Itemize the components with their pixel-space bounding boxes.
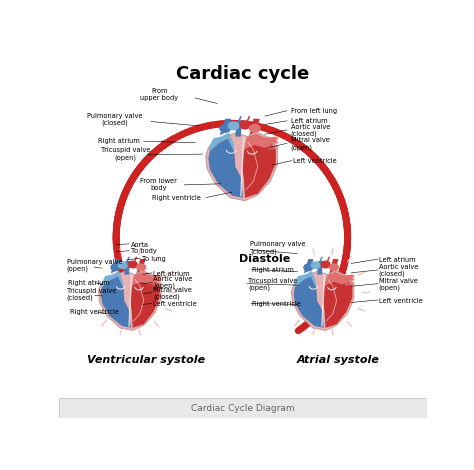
Ellipse shape xyxy=(320,260,331,268)
Polygon shape xyxy=(317,261,323,274)
Ellipse shape xyxy=(128,260,138,268)
Text: Tricuspid valve
(closed): Tricuspid valve (closed) xyxy=(66,288,116,301)
FancyBboxPatch shape xyxy=(59,399,427,418)
Text: Left ventricle: Left ventricle xyxy=(153,301,197,307)
Polygon shape xyxy=(101,276,131,328)
Text: Left atrium: Left atrium xyxy=(379,257,416,263)
Polygon shape xyxy=(208,133,235,152)
Text: Mitral valve
(open): Mitral valve (open) xyxy=(379,278,418,291)
Polygon shape xyxy=(293,276,324,328)
Text: From
upper body: From upper body xyxy=(140,88,178,101)
Polygon shape xyxy=(264,137,277,144)
Text: Cardiac cycle: Cardiac cycle xyxy=(176,65,310,84)
Polygon shape xyxy=(149,274,160,281)
Text: Mitral valve
(closed): Mitral valve (closed) xyxy=(153,287,192,300)
Ellipse shape xyxy=(110,263,120,271)
Text: Aorta: Aorta xyxy=(131,242,149,248)
Polygon shape xyxy=(124,261,130,274)
Text: Left ventricle: Left ventricle xyxy=(292,158,336,164)
Text: Ventricular systole: Ventricular systole xyxy=(87,355,205,365)
Ellipse shape xyxy=(310,261,321,269)
Text: From lower
body: From lower body xyxy=(140,179,177,191)
Ellipse shape xyxy=(118,261,128,269)
Text: To lung: To lung xyxy=(142,256,165,262)
Ellipse shape xyxy=(219,124,231,133)
Text: Pulmonary valve
(closed): Pulmonary valve (closed) xyxy=(87,113,142,126)
Text: Right ventricle: Right ventricle xyxy=(70,308,119,314)
Polygon shape xyxy=(208,138,243,198)
Text: Pulmonary valve
(closed): Pulmonary valve (closed) xyxy=(250,242,306,255)
Text: Right ventricle: Right ventricle xyxy=(152,195,201,201)
Polygon shape xyxy=(137,259,146,274)
Text: Left atrium: Left atrium xyxy=(291,118,328,124)
Polygon shape xyxy=(323,273,352,328)
Text: Mitral valve
(open): Mitral valve (open) xyxy=(291,137,329,151)
Polygon shape xyxy=(242,134,276,198)
Text: To body: To body xyxy=(131,248,156,254)
Text: Aortic valve
(open): Aortic valve (open) xyxy=(153,276,192,290)
Text: Left ventricle: Left ventricle xyxy=(379,298,423,304)
Polygon shape xyxy=(325,273,347,287)
Text: Right atrium: Right atrium xyxy=(252,267,294,273)
Polygon shape xyxy=(303,259,313,274)
Text: Diastole: Diastole xyxy=(239,254,291,264)
Polygon shape xyxy=(101,271,124,288)
Text: Atrial systole: Atrial systole xyxy=(297,355,380,365)
Polygon shape xyxy=(219,119,231,135)
Text: Right atrium: Right atrium xyxy=(68,280,110,286)
Ellipse shape xyxy=(136,263,146,271)
Text: Aortic valve
(closed): Aortic valve (closed) xyxy=(291,124,330,137)
Ellipse shape xyxy=(228,121,239,130)
Text: Right ventricle: Right ventricle xyxy=(252,301,301,307)
Polygon shape xyxy=(235,121,242,137)
Polygon shape xyxy=(292,271,354,330)
Polygon shape xyxy=(329,259,338,274)
Polygon shape xyxy=(99,271,161,330)
Text: Tricuspid valve
(open): Tricuspid valve (open) xyxy=(100,148,150,161)
Ellipse shape xyxy=(303,263,313,271)
Text: Pulmonary valve
(open): Pulmonary valve (open) xyxy=(66,259,122,272)
Ellipse shape xyxy=(249,124,261,133)
Polygon shape xyxy=(110,259,120,274)
Polygon shape xyxy=(293,271,316,288)
Polygon shape xyxy=(244,134,270,151)
Polygon shape xyxy=(130,273,160,328)
Ellipse shape xyxy=(239,120,251,130)
Text: From left lung: From left lung xyxy=(291,108,337,114)
Text: Tricuspid valve
(open): Tricuspid valve (open) xyxy=(248,278,298,291)
Polygon shape xyxy=(132,273,155,287)
Ellipse shape xyxy=(329,263,339,271)
Polygon shape xyxy=(342,274,353,281)
Text: Left atrium: Left atrium xyxy=(153,271,190,276)
Polygon shape xyxy=(249,119,260,135)
Text: Right atrium: Right atrium xyxy=(98,139,140,144)
Text: Cardiac Cycle Diagram: Cardiac Cycle Diagram xyxy=(191,404,295,413)
Polygon shape xyxy=(206,133,278,201)
Text: Aortic valve
(closed): Aortic valve (closed) xyxy=(379,264,418,277)
